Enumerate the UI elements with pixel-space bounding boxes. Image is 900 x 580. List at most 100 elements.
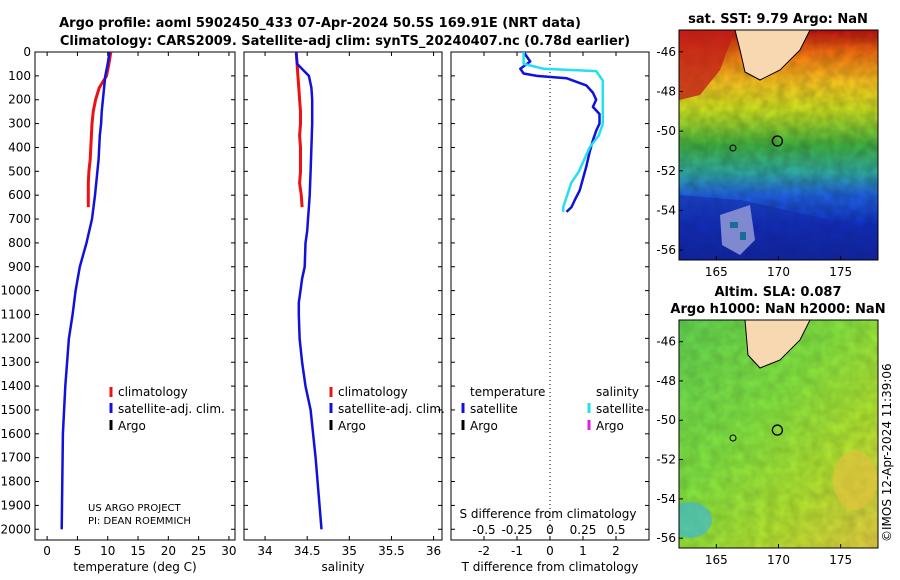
map-ytick-label: -48	[656, 374, 676, 388]
ytick-label: 400	[8, 140, 31, 154]
series-satellite-adj-clim-	[294, 51, 323, 530]
ytick-label: 300	[8, 117, 31, 131]
salinity-series	[294, 51, 323, 530]
series-temperature-satellite	[519, 51, 601, 213]
xtick-label: 2	[612, 544, 620, 558]
map-ytick-label: -52	[656, 164, 676, 178]
series-climatology	[294, 51, 304, 208]
xtick-label: 34.5	[294, 544, 321, 558]
sla-map-image	[679, 320, 878, 548]
sla-map-ticks: 165 170 175 -46 -48 -50 -52 -54 -56	[656, 335, 852, 567]
xtick-label: 1	[579, 544, 587, 558]
ytick-label: 1700	[0, 451, 31, 465]
map-ytick-label: -54	[656, 203, 676, 217]
ytick-label: 500	[8, 164, 31, 178]
temperature-series	[60, 51, 113, 530]
legend-argo-label: Argo	[118, 419, 146, 433]
xtick-label: -2	[478, 544, 490, 558]
legend-temp-argo-label: Argo	[470, 419, 498, 433]
xtick-label: 15	[130, 544, 145, 558]
xtick-label: -1	[511, 544, 523, 558]
map-ytick-label: -56	[656, 243, 676, 257]
legend-satellite-label: satellite-adj. clim.	[338, 402, 445, 416]
ytick-label: 900	[8, 260, 31, 274]
ytick-label: 1200	[0, 331, 31, 345]
ytick-label: 1800	[0, 475, 31, 489]
legend-satellite-label: satellite-adj. clim.	[118, 402, 225, 416]
difference-series	[519, 51, 605, 213]
xtick-label: 20	[161, 544, 176, 558]
legend-climatology-label: climatology	[338, 385, 408, 399]
top-xtick-label: 0.25	[570, 523, 597, 537]
xtick-label: 10	[100, 544, 115, 558]
ytick-label: 1900	[0, 498, 31, 512]
map-ytick-label: -46	[656, 335, 676, 349]
map-ytick-label: -48	[656, 84, 676, 98]
temperature-legend: climatology satellite-adj. clim. Argo	[109, 385, 225, 433]
series-salinity-satellite	[522, 52, 605, 212]
top-xtick-label: 0.5	[606, 523, 625, 537]
legend-sal-satellite-label: satellite	[596, 402, 644, 416]
sst-map-image	[679, 30, 878, 260]
ytick-label: 1600	[0, 427, 31, 441]
legend-climatology-label: climatology	[118, 385, 188, 399]
ytick-label: 200	[8, 93, 31, 107]
difference-ticks: -2 -1 0 1 2 -0.5 -0.25 0 0.25 0.5	[451, 51, 649, 558]
xtick-label: 0	[546, 544, 554, 558]
temperature-axes	[34, 51, 236, 541]
map-ytick-label: -50	[656, 413, 676, 427]
xtick-label: 35.5	[378, 544, 405, 558]
figure-title-line1: Argo profile: aoml 5902450_433 07-Apr-20…	[59, 16, 581, 31]
map-ytick-label: -50	[656, 124, 676, 138]
xtick-label: 0	[43, 544, 51, 558]
map-ytick-label: -56	[656, 531, 676, 545]
top-xtick-label: -0.25	[501, 523, 532, 537]
sla-map-title: Altim. SLA: 0.087	[715, 285, 842, 300]
sst-map-ticks: 165 170 175 -46 -48 -50 -52 -54 -56	[656, 45, 852, 279]
imos-stamp: ©IMOS 12-Apr-2024 11:39:06	[880, 363, 894, 542]
difference-top-xlabel: S difference from climatology	[460, 507, 637, 521]
map-xtick-label: 170	[767, 553, 790, 567]
ytick-label: 800	[8, 236, 31, 250]
sst-map-title: sat. SST: 9.79 Argo: NaN	[688, 12, 868, 27]
salinity-ticks: 34 34.5 35 35.5 36	[244, 51, 442, 558]
map-xtick-label: 170	[767, 265, 790, 279]
map-ytick-label: -52	[656, 453, 676, 467]
legend-salinity-title: salinity	[596, 385, 639, 399]
xtick-label: 30	[221, 544, 236, 558]
xtick-label: 25	[191, 544, 206, 558]
top-xtick-label: 0	[546, 523, 554, 537]
credit-line1: US ARGO PROJECT	[88, 503, 182, 514]
ytick-label: 700	[8, 212, 31, 226]
xtick-label: 36	[426, 544, 441, 558]
figure-title-line2: Climatology: CARS2009. Satellite-adj cli…	[60, 34, 630, 49]
ytick-label: 1400	[0, 379, 31, 393]
salinity-legend: climatology satellite-adj. clim. Argo	[329, 385, 445, 433]
sla-argo-position-marker	[771, 424, 784, 436]
ytick-label: 0	[23, 45, 31, 59]
map-xtick-label: 175	[829, 553, 852, 567]
ytick-label: 600	[8, 188, 31, 202]
legend-argo-label: Argo	[338, 419, 366, 433]
sla-map-subtitle: Argo h1000: NaN h2000: NaN	[670, 302, 885, 317]
xtick-label: 35	[342, 544, 357, 558]
top-xtick-label: -0.5	[472, 523, 495, 537]
xtick-label: 5	[74, 544, 82, 558]
ytick-label: 100	[8, 69, 31, 83]
map-ytick-label: -46	[656, 45, 676, 59]
salinity-xlabel: salinity	[321, 560, 364, 574]
xtick-label: 34	[257, 544, 272, 558]
ytick-label: 1100	[0, 307, 31, 321]
map-xtick-label: 165	[705, 265, 728, 279]
difference-xlabel: T difference from climatology	[461, 560, 639, 574]
salinity-axes	[243, 51, 443, 541]
ytick-label: 2000	[0, 522, 31, 536]
map-xtick-label: 175	[829, 265, 852, 279]
legend-sal-argo-label: Argo	[596, 419, 624, 433]
map-xtick-label: 165	[705, 553, 728, 567]
ytick-label: 1300	[0, 355, 31, 369]
temperature-ticks: 0100200300400500600700800900100011001200…	[0, 45, 236, 558]
temperature-xlabel: temperature (deg C)	[73, 560, 196, 574]
sst-argo-position-marker	[771, 135, 784, 147]
